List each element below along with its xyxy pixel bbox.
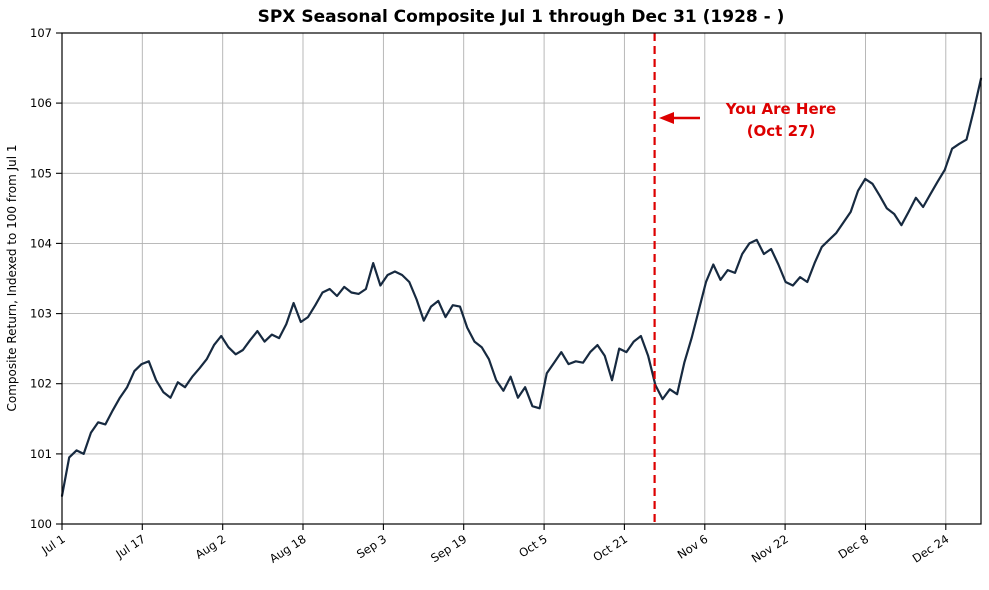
y-axis-label: Composite Return, Indexed to 100 from Ju… <box>5 144 19 411</box>
x-tick-label: Oct 21 <box>590 532 630 565</box>
x-tick-label: Aug 18 <box>267 532 309 566</box>
y-tick-label: 101 <box>30 447 52 461</box>
plot-border <box>61 32 982 525</box>
composite-return-line <box>60 77 983 497</box>
x-tick-label: Jul 17 <box>112 532 147 562</box>
annotation-line1: You Are Here <box>725 100 836 118</box>
annotation-line2: (Oct 27) <box>747 122 816 140</box>
x-tick-label: Jul 1 <box>38 532 67 558</box>
x-tick-label: Nov 6 <box>675 532 711 562</box>
y-tick-label: 105 <box>30 166 52 180</box>
x-tick-label: Nov 22 <box>749 532 791 566</box>
y-tick-label: 107 <box>30 26 52 40</box>
x-tick-label: Dec 8 <box>836 532 871 562</box>
x-tick-label: Sep 19 <box>428 532 469 566</box>
x-tick-label: Dec 24 <box>910 532 952 566</box>
chart-title: SPX Seasonal Composite Jul 1 through Dec… <box>258 7 785 27</box>
x-tick-label: Sep 3 <box>354 532 389 562</box>
x-tick-label: Oct 5 <box>516 532 550 561</box>
y-tick-label: 106 <box>30 96 52 110</box>
annotation-arrow-icon <box>659 112 674 124</box>
you-are-here-annotation: You Are Here (Oct 27) <box>659 100 836 140</box>
y-tick-label: 102 <box>30 377 52 391</box>
y-tick-label: 100 <box>30 517 52 531</box>
x-tick-label: Aug 2 <box>193 532 229 562</box>
y-tick-label: 103 <box>30 307 52 321</box>
plot-layer: 100 101 102 103 104 105 106 107 Jul 1 Jul 17 Aug 2… <box>30 26 983 566</box>
y-tick-label: 104 <box>30 236 52 250</box>
